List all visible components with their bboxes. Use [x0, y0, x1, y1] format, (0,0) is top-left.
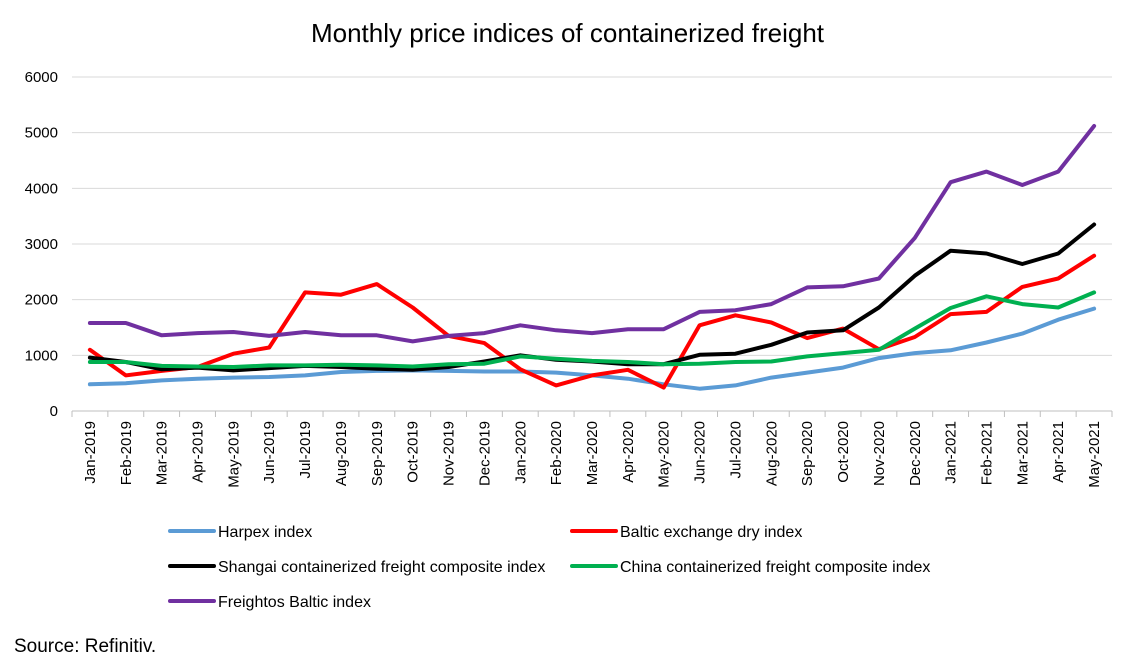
source-note: Source: Refinitiv.	[14, 636, 157, 657]
x-tick-label: Nov-2019	[441, 421, 458, 486]
x-tick-label: Apr-2019	[190, 421, 207, 483]
series-line-3	[87, 290, 1097, 369]
x-tick-label: Mar-2019	[154, 421, 171, 485]
x-axis-ticks: Jan-2019 Feb-2019 Mar-2019 Apr-2019 May-2019…	[71, 411, 1113, 488]
x-tick-label: Feb-2021	[978, 421, 995, 485]
y-tick-label: 5000	[25, 125, 58, 142]
y-tick-label: 2000	[25, 292, 58, 309]
legend-label: China containerized freight composite in…	[620, 559, 930, 576]
series-lines	[87, 124, 1097, 391]
y-tick-label: 3000	[25, 236, 58, 253]
x-tick-label: Dec-2020	[907, 421, 924, 486]
x-tick-label: Sep-2019	[369, 421, 386, 486]
x-tick-label: Apr-2020	[620, 421, 637, 483]
legend-label: Baltic exchange dry index	[620, 524, 802, 541]
x-tick-label: Feb-2020	[548, 421, 565, 485]
x-tick-label: Jun-2019	[261, 421, 278, 484]
x-tick-label: Oct-2020	[835, 421, 852, 483]
legend: Harpex index Baltic exchange dry index Sha…	[168, 524, 930, 611]
series-line-1	[87, 253, 1097, 390]
legend-item: Harpex index	[168, 524, 312, 541]
legend-item: China containerized freight composite in…	[570, 559, 930, 576]
x-tick-label: Apr-2021	[1050, 421, 1067, 483]
x-tick-label: May-2021	[1086, 421, 1103, 488]
x-tick-label: Aug-2019	[333, 421, 350, 486]
legend-label: Harpex index	[218, 524, 312, 541]
y-tick-label: 6000	[25, 69, 58, 86]
y-tick-label: 4000	[25, 180, 58, 197]
x-tick-label: May-2020	[656, 421, 673, 488]
x-tick-label: Jul-2020	[727, 421, 744, 479]
x-tick-label: Aug-2020	[763, 421, 780, 486]
x-tick-label: Oct-2019	[405, 421, 422, 483]
x-tick-label: Jun-2020	[692, 421, 709, 484]
x-tick-label: Jan-2020	[512, 421, 529, 484]
x-tick-label: Feb-2019	[118, 421, 135, 485]
x-tick-label: Jul-2019	[297, 421, 314, 479]
legend-item: Shangai containerized freight composite …	[168, 559, 545, 576]
x-tick-label: Jan-2019	[82, 421, 99, 484]
y-axis-ticks: 0 1000 2000 3000 4000 5000 6000	[25, 69, 58, 420]
x-tick-label: Sep-2020	[799, 421, 816, 486]
gridlines	[72, 76, 1112, 412]
legend-item: Freightos Baltic index	[168, 594, 371, 611]
series-line-2	[87, 222, 1097, 373]
y-tick-label: 0	[50, 403, 58, 420]
legend-item: Baltic exchange dry index	[570, 524, 802, 541]
chart-title: Monthly price indices of containerized f…	[310, 18, 825, 48]
y-tick-label: 1000	[25, 347, 58, 364]
series-line-4	[87, 124, 1097, 344]
x-tick-label: May-2019	[225, 421, 242, 488]
line-chart: 0 1000 2000 3000 4000 5000 6000 Jan-2019 Feb-20…	[25, 69, 1113, 611]
x-tick-label: Nov-2020	[871, 421, 888, 486]
x-tick-label: Jan-2021	[943, 421, 960, 484]
legend-label: Shangai containerized freight composite …	[218, 559, 545, 576]
x-tick-label: Dec-2019	[476, 421, 493, 486]
x-tick-label: Mar-2020	[584, 421, 601, 485]
legend-label: Freightos Baltic index	[218, 594, 371, 611]
x-tick-label: Mar-2021	[1014, 421, 1031, 485]
